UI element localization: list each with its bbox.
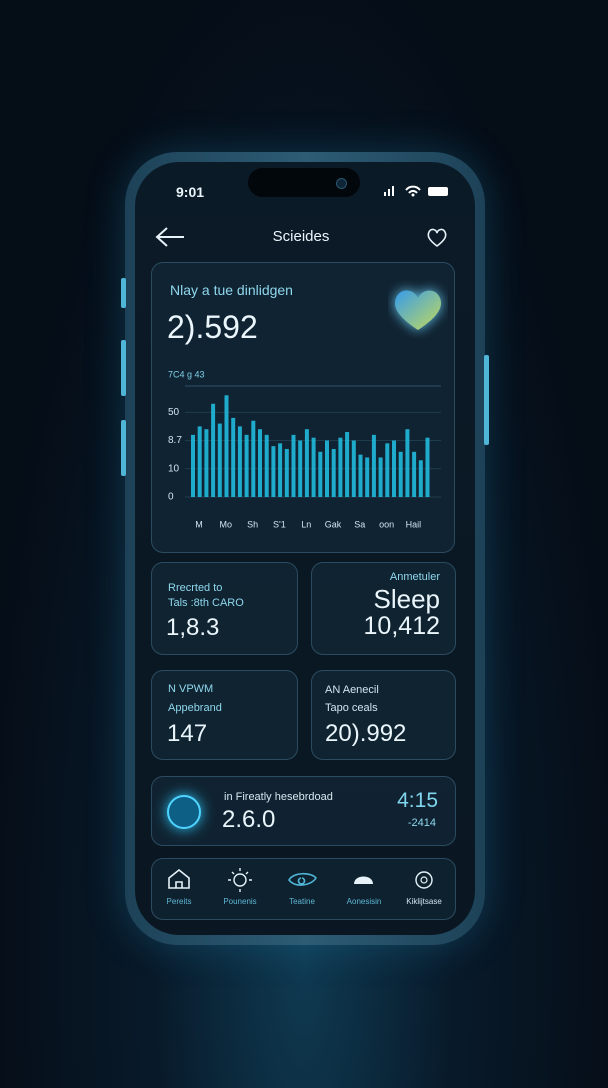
chart: 7C4 g 43 0 10 8.7 50 M Mo Sh S'1 Ln Gak Sa oon Hail <box>168 369 441 529</box>
stat-card <box>151 670 298 760</box>
bar <box>197 426 202 497</box>
stat-sublabel: Tals :8th CARO <box>168 597 244 609</box>
stat-value: 1,8.3 <box>166 614 220 641</box>
x-tick-label: M <box>195 519 203 529</box>
nav-item[interactable]: Kiklijtsase <box>406 897 442 906</box>
banner-label: in Fireatly hesebrdoad <box>224 791 333 803</box>
chart-subtitle: 7C4 g 43 <box>168 369 205 379</box>
nav-item[interactable]: Teatine <box>289 897 315 906</box>
bar <box>284 448 289 497</box>
stat-value: 147 <box>167 720 208 747</box>
x-tick-label: oon <box>379 519 394 529</box>
banner-value: 2.6.0 <box>222 806 276 833</box>
x-tick-label: Sa <box>354 519 365 529</box>
nav-bar <box>151 858 456 920</box>
bar <box>271 446 276 497</box>
stat-card <box>311 670 456 760</box>
nav-item[interactable]: Pereits <box>166 897 192 906</box>
stat-card <box>311 562 456 655</box>
nav-item[interactable]: Aonesisin <box>346 897 382 906</box>
bar <box>298 440 303 497</box>
nav-item[interactable]: Pounenis <box>223 897 257 906</box>
bar <box>304 429 309 497</box>
status-icons <box>384 185 448 197</box>
bar <box>405 429 410 497</box>
x-tick-label: Hail <box>406 519 422 529</box>
stat-sublabel: Appebrand <box>168 702 222 714</box>
banner-time: 4:15 <box>397 789 438 812</box>
camera <box>336 178 347 189</box>
bar <box>191 434 195 497</box>
side-button <box>484 355 489 445</box>
side-button <box>121 278 126 308</box>
stat-card <box>151 562 298 655</box>
y-tick-label: 0 <box>168 492 174 503</box>
banner-delta: -2414 <box>407 817 436 829</box>
bar <box>371 434 376 497</box>
x-tick-label: S'1 <box>273 519 286 529</box>
x-tick-label: Gak <box>325 519 342 529</box>
stat-value: 10,412 <box>363 612 440 640</box>
bar <box>398 451 403 497</box>
bar <box>351 440 356 497</box>
bar <box>311 437 316 497</box>
stat-sublabel: Sleep <box>373 584 441 614</box>
bar <box>211 403 216 497</box>
banner <box>151 776 456 846</box>
header-title: Scieides <box>272 228 330 245</box>
x-tick-label: Sh <box>247 519 258 529</box>
bar <box>237 426 242 497</box>
bar <box>231 417 236 497</box>
bar <box>278 443 283 497</box>
bar <box>425 437 430 497</box>
stat-value: 20).992 <box>325 720 407 747</box>
bar <box>325 440 329 497</box>
stat-sublabel: Tapo ceals <box>325 702 378 714</box>
bar <box>365 457 370 497</box>
bar <box>204 429 209 497</box>
status-time: 9:01 <box>176 184 205 200</box>
y-tick-label: 8.7 <box>168 435 182 446</box>
bar <box>217 423 222 497</box>
bar <box>418 460 423 497</box>
bar <box>318 451 323 497</box>
stat-label: N VPWM <box>168 683 214 695</box>
side-button <box>121 340 126 396</box>
heart-icon <box>394 290 442 330</box>
stat-label: AN Aenecil <box>325 684 379 696</box>
y-tick-label: 10 <box>168 463 180 474</box>
bar <box>392 440 396 497</box>
back-button[interactable] <box>152 225 188 249</box>
summary-title: Nlay a tue dinlidgen <box>170 282 293 298</box>
bar <box>244 434 249 497</box>
bar <box>331 448 336 497</box>
favorite-button[interactable] <box>425 225 449 249</box>
bar <box>251 420 256 497</box>
bar <box>358 454 363 497</box>
y-tick-label: 50 <box>168 407 180 418</box>
x-tick-label: Ln <box>301 519 311 529</box>
bar <box>258 429 262 497</box>
summary-value: 2).592 <box>167 309 258 345</box>
bar <box>264 434 269 497</box>
stat-label: Anmetuler <box>389 571 440 583</box>
bar <box>345 432 350 497</box>
bar <box>338 437 343 497</box>
bar <box>378 457 383 497</box>
bar <box>412 451 417 497</box>
x-tick-label: Mo <box>220 519 233 529</box>
bar <box>224 395 229 497</box>
banner-icon <box>167 795 201 829</box>
stat-label: Rrecrted to <box>168 582 223 594</box>
bar <box>385 443 390 497</box>
bar <box>291 434 296 497</box>
side-button <box>121 420 126 476</box>
nav-icons <box>168 868 433 892</box>
